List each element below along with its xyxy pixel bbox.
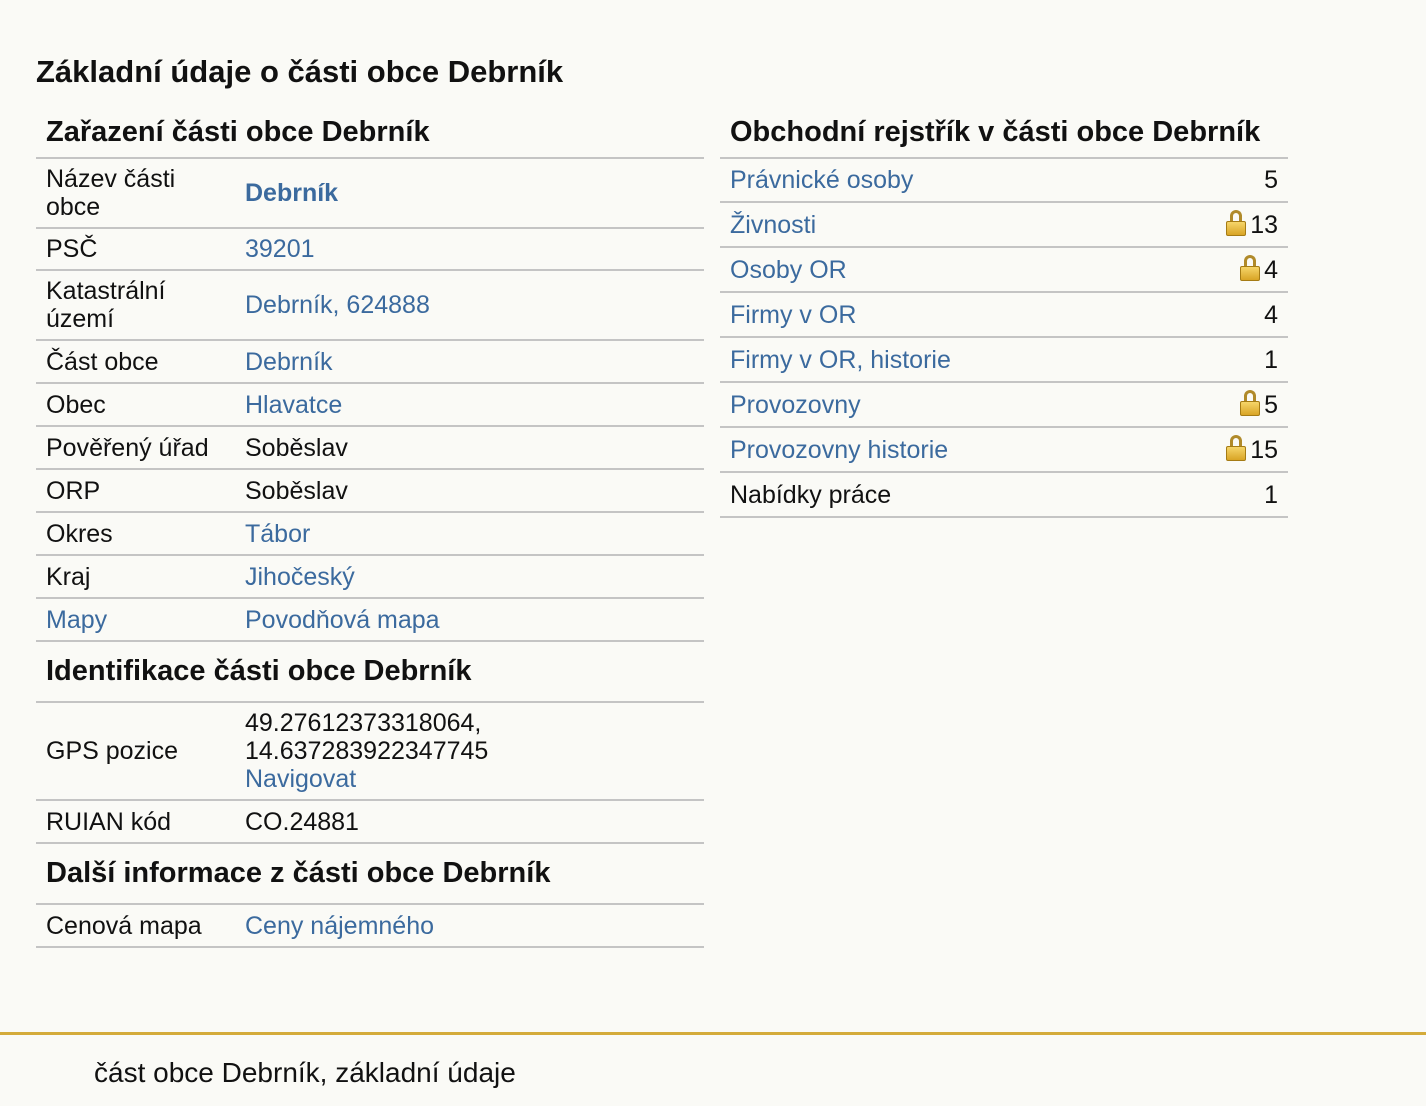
count-value: 15: [1250, 436, 1278, 464]
row-label: ORP: [36, 469, 235, 513]
provozovny-link[interactable]: Provozovny: [730, 390, 861, 419]
footer-divider: [0, 1032, 1426, 1035]
right-column: Obchodní rejstřík v části obce Debrník P…: [720, 108, 1288, 518]
table-row: Provozovny 5: [720, 382, 1288, 428]
count-value: 4: [1264, 256, 1278, 284]
identifikace-heading: Identifikace části obce Debrník: [36, 642, 704, 703]
dalsi-table: Cenová mapa Ceny nájemného: [36, 905, 704, 948]
page-title: Základní údaje o části obce Debrník: [36, 54, 564, 89]
table-row: Mapy Povodňová mapa: [36, 598, 704, 642]
count-value: 13: [1250, 211, 1278, 239]
table-row: Pověřený úřad Soběslav: [36, 426, 704, 470]
row-label: Část obce: [36, 340, 235, 384]
table-row: Firmy v OR 4: [720, 292, 1288, 338]
gps-longitude: 14.637283922347745: [245, 737, 489, 765]
row-label: PSČ: [36, 228, 235, 271]
row-label: Katastrální území: [36, 270, 235, 341]
firmy-v-or-link[interactable]: Firmy v OR: [730, 300, 857, 329]
row-label: Kraj: [36, 555, 235, 599]
rejstrik-heading: Obchodní rejstřík v části obce Debrník: [720, 108, 1288, 159]
table-row: Osoby OR 4: [720, 247, 1288, 293]
footer-text: část obce Debrník, základní údaje: [94, 1057, 516, 1088]
lock-icon: [1240, 255, 1261, 281]
cast-obce-link[interactable]: Debrník: [245, 347, 333, 376]
katastralni-uzemi-link[interactable]: Debrník, 624888: [245, 291, 430, 319]
row-label: Název části obce: [36, 159, 235, 229]
nazev-casti-link[interactable]: Debrník: [245, 179, 339, 207]
zarazeni-table: Název části obce Debrník PSČ 39201 Katas…: [36, 159, 704, 642]
povereny-urad-value: Soběslav: [235, 426, 704, 470]
table-row: Katastrální území Debrník, 624888: [36, 270, 704, 341]
count-value: 4: [1157, 292, 1288, 338]
table-row: Okres Tábor: [36, 512, 704, 556]
okres-link[interactable]: Tábor: [245, 519, 311, 548]
table-row: Cenová mapa Ceny nájemného: [36, 905, 704, 948]
table-row: Nabídky práce 1: [720, 472, 1288, 518]
table-row: Firmy v OR, historie 1: [720, 337, 1288, 383]
povodnova-mapa-link[interactable]: Povodňová mapa: [245, 605, 440, 634]
table-row: Část obce Debrník: [36, 340, 704, 384]
count-value: 5: [1264, 391, 1278, 419]
nabidky-prace-label: Nabídky práce: [720, 472, 1158, 518]
lock-icon: [1240, 390, 1261, 416]
count-value: 1: [1157, 472, 1288, 518]
gps-label: GPS pozice: [36, 703, 235, 801]
table-row: ORP Soběslav: [36, 469, 704, 513]
table-row: GPS pozice 49.27612373318064, 14.6372839…: [36, 703, 704, 801]
pravnicke-osoby-link[interactable]: Právnické osoby: [730, 166, 914, 194]
table-row: Právnické osoby 5: [720, 159, 1288, 203]
mapy-link[interactable]: Mapy: [46, 605, 108, 634]
identifikace-table: GPS pozice 49.27612373318064, 14.6372839…: [36, 703, 704, 844]
table-row: RUIAN kód CO.24881: [36, 800, 704, 844]
osoby-or-link[interactable]: Osoby OR: [730, 255, 847, 284]
table-row: Obec Hlavatce: [36, 383, 704, 427]
orp-value: Soběslav: [235, 469, 704, 513]
rejstrik-table: Právnické osoby 5 Živnosti 13 Osoby OR 4…: [720, 159, 1288, 518]
count-value: 1: [1157, 337, 1288, 383]
provozovny-historie-link[interactable]: Provozovny historie: [730, 435, 949, 464]
table-row: Kraj Jihočeský: [36, 555, 704, 599]
table-row: Živnosti 13: [720, 202, 1288, 248]
ruian-value: CO.24881: [235, 800, 704, 844]
table-row: Provozovny historie 15: [720, 427, 1288, 473]
ceny-najemneho-link[interactable]: Ceny nájemného: [245, 911, 435, 940]
firmy-v-or-historie-link[interactable]: Firmy v OR, historie: [730, 345, 951, 374]
gps-latitude: 49.27612373318064,: [245, 709, 482, 737]
table-row: Název části obce Debrník: [36, 159, 704, 229]
row-label: Pověřený úřad: [36, 426, 235, 470]
obec-link[interactable]: Hlavatce: [245, 390, 343, 419]
psc-link[interactable]: 39201: [245, 235, 315, 263]
lock-icon: [1226, 435, 1247, 461]
ruian-label: RUIAN kód: [36, 800, 235, 844]
left-column: Zařazení části obce Debrník Název části …: [36, 108, 704, 948]
navigate-link[interactable]: Navigovat: [245, 765, 357, 793]
row-label: Obec: [36, 383, 235, 427]
zarazeni-heading: Zařazení části obce Debrník: [36, 108, 704, 159]
count-value: 5: [1157, 159, 1288, 203]
row-label: Okres: [36, 512, 235, 556]
cenova-mapa-label: Cenová mapa: [36, 905, 235, 948]
lock-icon: [1226, 210, 1247, 236]
kraj-link[interactable]: Jihočeský: [245, 562, 355, 591]
table-row: PSČ 39201: [36, 228, 704, 271]
dalsi-heading: Další informace z části obce Debrník: [36, 844, 704, 905]
zivnosti-link[interactable]: Živnosti: [730, 210, 817, 239]
